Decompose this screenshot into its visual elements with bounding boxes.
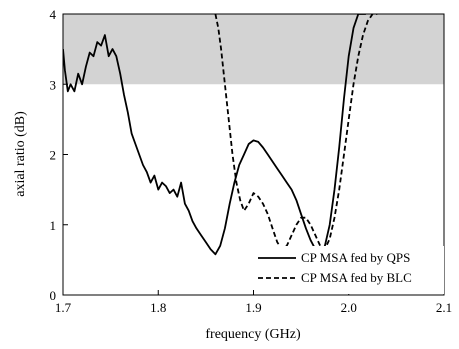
x-tick-label: 1.9 — [245, 300, 261, 315]
legend: CP MSA fed by QPS CP MSA fed by BLC — [254, 246, 444, 294]
y-tick-label: 0 — [50, 288, 57, 303]
x-axis-ticks: 1.7 1.8 1.9 2.0 2.1 — [55, 290, 452, 315]
x-axis-title: frequency (GHz) — [205, 327, 301, 342]
legend-label-qps: CP MSA fed by QPS — [301, 250, 410, 265]
x-tick-label: 1.8 — [150, 300, 166, 315]
y-tick-label: 1 — [50, 218, 57, 233]
x-tick-label: 2.0 — [341, 300, 357, 315]
y-tick-label: 4 — [50, 7, 57, 22]
series-layer — [63, 14, 378, 256]
shaded-region-layer — [63, 14, 444, 85]
x-tick-label: 1.7 — [55, 300, 72, 315]
x-tick-label: 2.1 — [436, 300, 452, 315]
series-line-qps — [63, 14, 366, 256]
y-tick-label: 3 — [50, 77, 57, 92]
legend-label-blc: CP MSA fed by BLC — [301, 270, 412, 285]
shaded-band — [63, 14, 444, 85]
series-line-blc — [214, 14, 378, 251]
y-axis-title: axial ratio (dB) — [13, 111, 28, 197]
legend-box — [254, 246, 444, 294]
y-axis-ticks: 0 1 2 3 4 — [50, 7, 68, 303]
y-tick-label: 2 — [50, 148, 57, 163]
